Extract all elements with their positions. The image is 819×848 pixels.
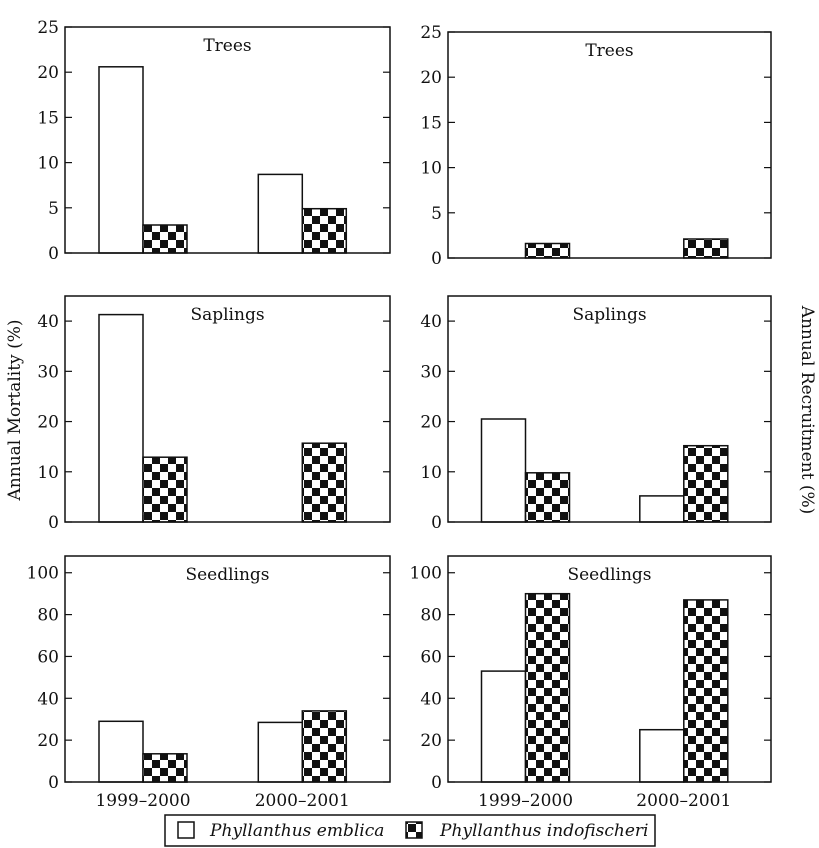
bar-indofischeri-1: [142, 456, 188, 523]
y-tick-label: 20: [37, 731, 59, 751]
bar-indofischeri-1: [142, 224, 188, 254]
y-tick-label: 30: [37, 362, 59, 382]
y-tick-label: 40: [37, 312, 59, 332]
legend-label-emblica: Phyllanthus emblica: [209, 821, 384, 841]
bar-indofischeri-1: [142, 753, 188, 783]
bar-emblica-1: [98, 66, 144, 254]
panel-title: Seedlings: [567, 565, 651, 585]
panel-frame: [447, 295, 772, 523]
y-tick-label: 40: [37, 689, 59, 709]
bar-indofischeri-2: [301, 710, 348, 783]
legend-swatch-indofischeri: [405, 821, 423, 839]
y-tick-label: 20: [37, 413, 59, 433]
y-tick-label: 0: [48, 244, 59, 264]
y-tick-label: 60: [420, 647, 442, 667]
bar-emblica-1: [480, 418, 527, 523]
y-tick-label: 30: [420, 362, 442, 382]
legend: Phyllanthus emblica Phyllanthus indofisc…: [164, 814, 656, 847]
y-tick-label: 5: [48, 199, 59, 219]
x-tick-label: 2000–2001: [636, 791, 731, 811]
y-tick-label: 80: [37, 606, 59, 626]
right-axis-label: Annual Recruitment (%): [797, 305, 817, 515]
panel-2: 0 5 10 15 20 25 Trees: [420, 23, 772, 269]
x-tick-label: 2000–2001: [255, 791, 350, 811]
panel-frame: [64, 555, 391, 783]
panel-title: Trees: [203, 36, 251, 56]
legend-swatch-emblica: [177, 821, 195, 839]
panel-title: Seedlings: [185, 565, 269, 585]
y-tick-label: 40: [420, 312, 442, 332]
bar-emblica-1: [98, 720, 144, 783]
panel-5: 0 20 40 60 80 100 Seedlings 1999–2000 2000–2001: [27, 555, 391, 811]
y-tick-label: 0: [431, 773, 442, 793]
bar-indofischeri-1: [524, 242, 571, 259]
bar-indofischeri-2: [301, 442, 348, 523]
y-tick-label: 60: [37, 647, 59, 667]
bar-emblica-2: [639, 728, 685, 783]
y-tick-label: 15: [37, 108, 59, 128]
y-tick-label: 10: [420, 463, 442, 483]
y-tick-label: 10: [420, 159, 442, 179]
y-tick-label: 5: [431, 204, 442, 224]
y-tick-label: 15: [420, 113, 442, 133]
bar-indofischeri-2: [683, 599, 729, 783]
y-tick-label: 100: [27, 564, 59, 584]
panel-frame: [64, 26, 391, 254]
bar-emblica-2: [257, 173, 304, 254]
y-tick-label: 10: [37, 154, 59, 174]
panel-6: 0 20 40 60 80 100 Seedlings 1999–2000 2000–2001: [410, 555, 772, 811]
panel-3: 0 10 20 30 40 Saplings: [37, 295, 391, 533]
y-tick-label: 20: [420, 731, 442, 751]
y-tick-label: 20: [420, 68, 442, 88]
y-tick-label: 0: [431, 513, 442, 533]
bar-indofischeri-2: [301, 207, 348, 254]
panel-4: 0 10 20 30 40 Saplings: [420, 295, 772, 533]
panel-1: 0 5 10 15 20 25 Trees: [37, 18, 391, 264]
panel-title: Trees: [585, 41, 633, 61]
y-tick-label: 20: [37, 63, 59, 83]
bar-emblica-1: [98, 313, 144, 523]
y-tick-label: 80: [420, 606, 442, 626]
y-tick-label: 0: [431, 249, 442, 269]
y-tick-label: 25: [420, 23, 442, 43]
y-tick-label: 0: [48, 773, 59, 793]
y-tick-label: 0: [48, 513, 59, 533]
legend-label-indofischeri: Phyllanthus indofischeri: [439, 821, 648, 841]
y-tick-label: 20: [420, 413, 442, 433]
bar-emblica-1: [480, 670, 527, 783]
panels: 0 5 10 15 20 25 Trees 0 5 10 15 20 25 Trees 0 10 20 30 40 S…: [27, 18, 772, 811]
bar-indofischeri-1: [524, 472, 571, 523]
panel-frame: [64, 295, 391, 523]
panel-title: Saplings: [572, 305, 646, 325]
bar-indofischeri-1: [524, 592, 571, 783]
x-tick-label: 1999–2000: [95, 791, 190, 811]
y-tick-label: 25: [37, 18, 59, 38]
bar-indofischeri-2: [683, 238, 729, 259]
left-axis-label: Annual Mortality (%): [5, 320, 25, 502]
panel-frame: [447, 31, 772, 259]
bar-emblica-2: [257, 721, 304, 783]
y-tick-label: 40: [420, 689, 442, 709]
panel-title: Saplings: [190, 305, 264, 325]
bar-indofischeri-2: [683, 444, 729, 523]
bar-emblica-2: [639, 495, 685, 523]
x-tick-label: 1999–2000: [478, 791, 573, 811]
y-tick-label: 100: [410, 564, 442, 584]
panel-frame: [447, 555, 772, 783]
y-tick-label: 10: [37, 463, 59, 483]
